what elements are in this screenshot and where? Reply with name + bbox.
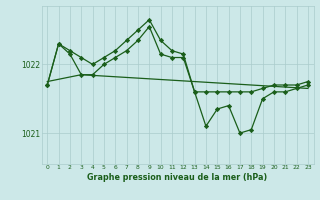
X-axis label: Graphe pression niveau de la mer (hPa): Graphe pression niveau de la mer (hPa) [87,173,268,182]
